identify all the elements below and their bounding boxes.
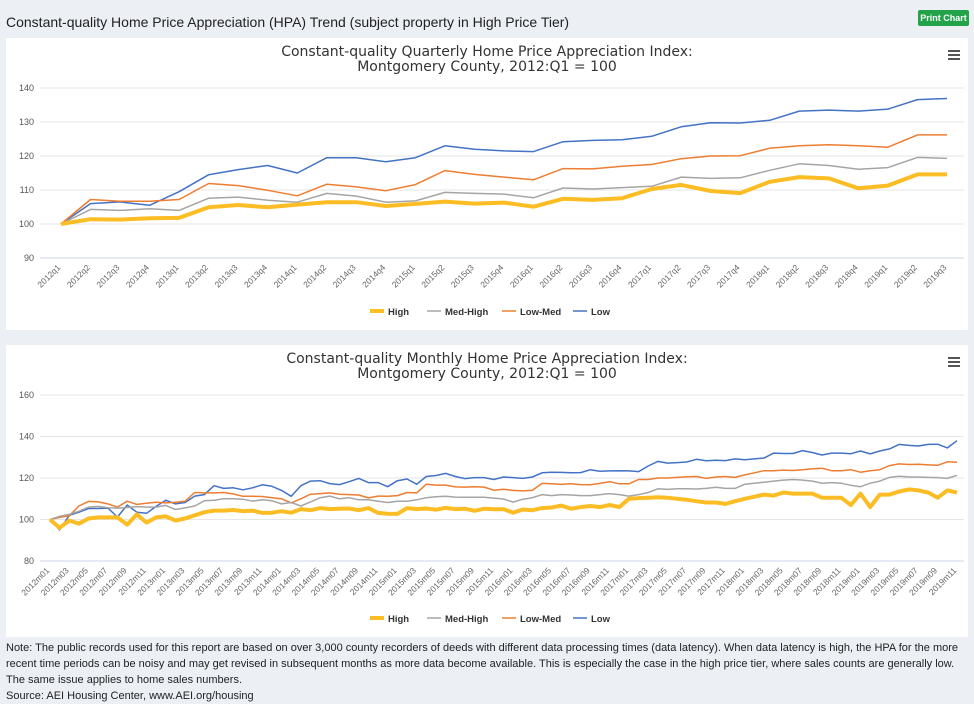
legend-item-low-med: Low-Med <box>520 614 561 625</box>
chart-title: Constant-quality Quarterly Home Price Ap… <box>281 44 693 60</box>
x-tick-label: 2012q1 <box>35 262 62 289</box>
x-tick-label: 2019q3 <box>921 262 948 289</box>
x-tick-label: 2014q1 <box>272 262 299 289</box>
x-tick-label: 2014q4 <box>360 262 387 289</box>
x-tick-label: 2012q4 <box>124 262 151 289</box>
x-tick-label: 2016q2 <box>537 262 564 289</box>
y-tick-label: 110 <box>20 185 34 195</box>
x-tick-label: 2018q4 <box>833 262 860 289</box>
legend-item-med-high: Med-High <box>445 614 488 625</box>
y-tick-label: 130 <box>19 117 34 127</box>
legend-item-low: Low <box>591 307 611 318</box>
quarterly-chart: Constant-quality Quarterly Home Price Ap… <box>6 38 968 330</box>
y-tick-label: 120 <box>19 473 34 483</box>
series-line-low-med <box>49 461 958 521</box>
source-text: Source: AEI Housing Center, www.AEI.org/… <box>6 690 254 702</box>
quarterly-chart-svg: Constant-quality Quarterly Home Price Ap… <box>19 44 964 318</box>
series-line-low <box>60 97 948 225</box>
x-tick-label: 2018q3 <box>803 262 830 289</box>
x-tick-label: 2018q1 <box>744 262 771 289</box>
x-tick-label: 2017q4 <box>715 262 742 289</box>
x-tick-label: 2017q3 <box>685 262 712 289</box>
y-tick-label: 120 <box>19 151 34 161</box>
legend-item-high: High <box>388 614 409 625</box>
x-tick-label: 2015q1 <box>390 262 417 289</box>
x-tick-label: 2014q3 <box>331 262 358 289</box>
legend-item-med-high: Med-High <box>445 307 488 318</box>
x-tick-label: 2015q2 <box>419 262 446 289</box>
footnote: Note: The public records used for this r… <box>6 640 968 704</box>
series-line-med-high <box>60 156 948 225</box>
y-tick-label: 100 <box>19 515 34 525</box>
x-tick-label: 2012q3 <box>94 262 121 289</box>
x-tick-label: 2016q4 <box>596 262 623 289</box>
series-line-med-high <box>49 474 958 521</box>
x-tick-label: 2015q4 <box>478 262 505 289</box>
chart-menu-icon[interactable] <box>948 355 960 369</box>
series-line-low <box>49 440 958 531</box>
y-tick-label: 140 <box>19 432 34 442</box>
x-tick-label: 2016q1 <box>508 262 535 289</box>
chart-menu-icon[interactable] <box>948 48 960 62</box>
x-tick-label: 2012q2 <box>65 262 92 289</box>
x-tick-label: 2013q1 <box>153 262 180 289</box>
x-tick-label: 2017q2 <box>655 262 682 289</box>
series-line-high <box>48 487 958 530</box>
x-tick-label: 2015q3 <box>449 262 476 289</box>
series-line-high <box>60 172 947 226</box>
x-tick-label: 2019q1 <box>862 262 889 289</box>
page-title: Constant-quality Home Price Appreciation… <box>6 14 570 30</box>
x-tick-label: 2013q3 <box>212 262 239 289</box>
note-text: Note: The public records used for this r… <box>6 642 959 686</box>
x-tick-label: 2016q3 <box>567 262 594 289</box>
y-tick-label: 160 <box>19 390 34 400</box>
chart-title: Montgomery County, 2012:Q1 = 100 <box>357 59 617 75</box>
legend-item-low: Low <box>591 614 611 625</box>
print-chart-button[interactable]: Print Chart <box>918 10 969 26</box>
y-tick-label: 140 <box>19 83 34 93</box>
x-tick-label: 2018q2 <box>774 262 801 289</box>
legend-item-high: High <box>388 307 409 318</box>
x-tick-label: 2013q4 <box>242 262 269 289</box>
monthly-chart: Constant-quality Monthly Home Price Appr… <box>6 345 968 637</box>
chart-title: Montgomery County, 2012:Q1 = 100 <box>357 366 617 382</box>
x-tick-label: 2019q2 <box>892 262 919 289</box>
chart-title: Constant-quality Monthly Home Price Appr… <box>286 351 687 367</box>
x-tick-label: 2014q2 <box>301 262 328 289</box>
x-tick-label: 2013q2 <box>183 262 210 289</box>
x-tick-label: 2017q1 <box>626 262 653 289</box>
series-line-low-med <box>60 134 947 225</box>
y-tick-label: 100 <box>19 219 34 229</box>
monthly-chart-svg: Constant-quality Monthly Home Price Appr… <box>19 351 964 625</box>
legend-item-low-med: Low-Med <box>520 307 561 318</box>
y-tick-label: 90 <box>24 253 34 263</box>
y-tick-label: 80 <box>24 556 34 566</box>
